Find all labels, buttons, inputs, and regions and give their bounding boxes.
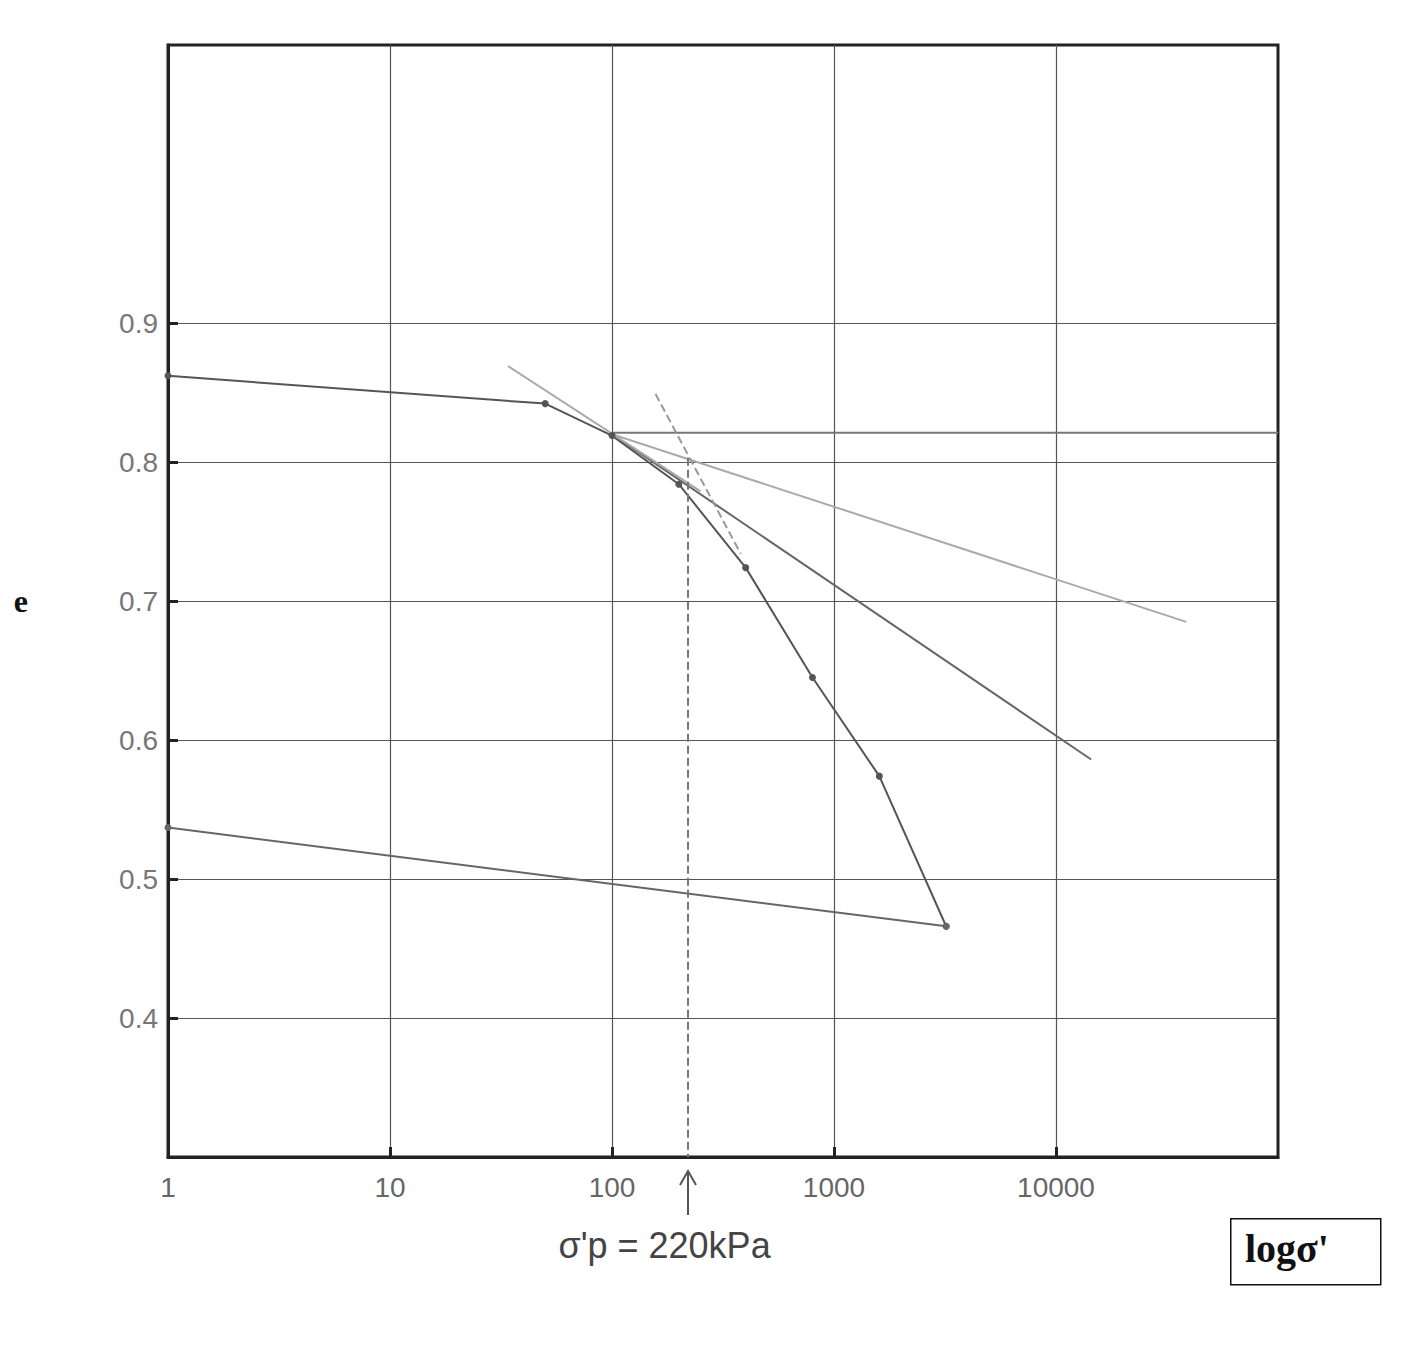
svg-text:0.9: 0.9: [119, 308, 158, 339]
svg-text:0.6: 0.6: [119, 725, 158, 756]
svg-text:0.8: 0.8: [119, 447, 158, 478]
svg-text:0.5: 0.5: [119, 864, 158, 895]
svg-text:10: 10: [374, 1172, 405, 1203]
svg-text:e: e: [14, 583, 28, 619]
svg-text:σ'p = 220kPa: σ'p = 220kPa: [558, 1225, 771, 1266]
svg-text:10000: 10000: [1017, 1172, 1095, 1203]
svg-text:1: 1: [160, 1172, 176, 1203]
svg-text:logσ': logσ': [1245, 1226, 1329, 1271]
svg-text:1000: 1000: [803, 1172, 865, 1203]
svg-text:0.7: 0.7: [119, 586, 158, 617]
svg-text:100: 100: [589, 1172, 636, 1203]
svg-text:0.4: 0.4: [119, 1003, 158, 1034]
